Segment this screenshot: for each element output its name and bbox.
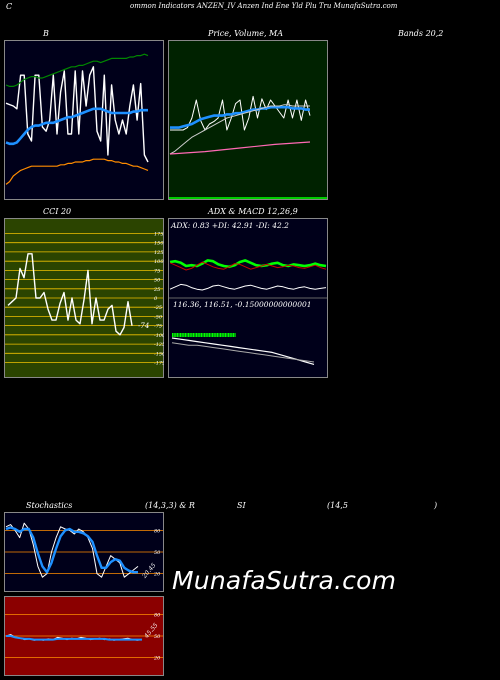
- macd-histogram-bar: [207, 333, 209, 337]
- price-ma-chart: [168, 40, 328, 200]
- macd-histogram-bar: [181, 333, 183, 337]
- macd-histogram-bar: [176, 333, 178, 337]
- macd-histogram-bar: [186, 333, 188, 337]
- rsi-series-1: [6, 635, 142, 641]
- price-ma-series-1: [170, 105, 310, 129]
- adx-readout: ADX: 0.83 +DI: 42.91 -DI: 42.2: [170, 221, 289, 230]
- macd-histogram-bar: [194, 333, 196, 337]
- stochastics-tick-label: 20: [153, 572, 161, 578]
- adx-macd-title: ADX & MACD 12,26,9: [208, 207, 298, 216]
- bollinger-title-right: Bands 20,2: [398, 29, 444, 38]
- macd-histogram-bar: [220, 333, 222, 337]
- macd-histogram-bar: [213, 333, 215, 337]
- watermark: MunafaSutra.com: [172, 566, 397, 595]
- rsi-title-right: ): [434, 501, 438, 510]
- cci-tick-label: 125: [154, 250, 164, 256]
- macd-histogram-bar: [215, 333, 217, 337]
- bollinger-title-left: B: [43, 29, 49, 38]
- macd-histogram-bar: [183, 333, 185, 337]
- macd-histogram-bar: [224, 333, 226, 337]
- cci-series-0: [7, 253, 133, 336]
- rsi-tick-label: 50: [154, 634, 161, 640]
- cci-chart: 175 150 125 100 75 50 25 0 -25 -50 -75 -100 -125 -150…: [4, 218, 164, 378]
- adx-macd-chart: ADX: 0.83 +DI: 42.91 -DI: 42.2 116.36, 1…: [168, 218, 328, 378]
- cci-tick-label: 50: [154, 278, 161, 284]
- macd-histogram-bar: [199, 333, 201, 337]
- cci-title: CCI 20: [43, 207, 72, 216]
- macd-histogram-bar: [202, 333, 204, 337]
- macd-histogram-bar: [212, 333, 214, 337]
- macd-histogram-bar: [216, 333, 218, 337]
- macd-histogram-bar: [229, 333, 231, 337]
- bollinger-series-1: [5, 107, 148, 146]
- cci-tick-label: 25: [153, 287, 160, 293]
- macd-histogram-bar: [191, 333, 193, 337]
- macd-histogram-bar: [173, 333, 175, 337]
- macd-histogram-bar: [221, 333, 223, 337]
- macd-histogram-bar: [223, 333, 225, 337]
- cci-tick-label: 175: [154, 232, 164, 238]
- adx-series-2: [169, 283, 327, 291]
- cci-tick-label: -25: [154, 305, 162, 311]
- bollinger-series-3: [5, 158, 149, 185]
- macd-histogram-bar: [197, 333, 199, 337]
- cci-tick-label: 75: [154, 268, 160, 274]
- macd-histogram-bar: [232, 333, 234, 337]
- macd-histogram-bar: [234, 333, 236, 337]
- header-title: ommon Indicators ANZEN_IV Anzen Ind Ene …: [130, 2, 398, 10]
- macd-histogram-bar: [205, 333, 207, 337]
- cci-tick-label: 150: [154, 241, 164, 247]
- macd-histogram-bar: [189, 333, 191, 337]
- stoch-title-left: Stochastics: [26, 501, 73, 510]
- macd-histogram-bar: [192, 333, 194, 337]
- macd-histogram-bar: [200, 333, 202, 337]
- macd-histogram-bar: [178, 333, 180, 337]
- bollinger-series-2: [5, 53, 149, 88]
- macd-histogram-bar: [226, 333, 228, 337]
- price-ma-series-3: [169, 141, 311, 155]
- macd-histogram-bar: [208, 333, 210, 337]
- rsi-tick-label: 80: [154, 612, 161, 618]
- macd-histogram-bar: [172, 333, 174, 337]
- cci-tick-label: -75: [154, 324, 162, 330]
- cci-last-label: -74: [138, 322, 149, 330]
- macd-histogram-bar: [180, 333, 182, 337]
- macd-histogram-bar: [188, 333, 190, 337]
- macd-readout: 116.36, 116.51, -0.15000000000001: [173, 300, 312, 309]
- cci-tick-label: 100: [154, 259, 164, 265]
- bollinger-series-0: [5, 66, 149, 163]
- macd-histogram-bar: [218, 333, 220, 337]
- stoch-title-mid: (14,3,3) & R: [145, 501, 195, 510]
- rsi-title-mid: (14,5: [327, 501, 348, 510]
- cci-tick-label: -150: [154, 351, 164, 357]
- stochastics-tick-label: 80: [154, 528, 161, 534]
- macd-histogram-bar: [184, 333, 186, 337]
- macd-histogram-bar: [228, 333, 230, 337]
- bollinger-chart: [4, 40, 164, 200]
- cci-tick-label: 0: [154, 296, 158, 302]
- macd-histogram-bar: [196, 333, 198, 337]
- rsi-title-left: SI: [237, 501, 246, 510]
- stochastics-series-1: [5, 526, 138, 574]
- cci-tick-label: -100: [154, 333, 164, 339]
- macd-series-0: [171, 337, 315, 365]
- macd-histogram-bar: [231, 333, 233, 337]
- macd-series-1: [171, 342, 315, 363]
- header-c: C: [6, 2, 13, 11]
- stochastics-tick-label: 50: [154, 550, 161, 556]
- adx-series-1: [169, 261, 327, 271]
- rsi-tick-label: 20: [153, 656, 161, 662]
- price-ma-title: Price, Volume, MA: [208, 29, 284, 38]
- macd-histogram-bar: [210, 333, 212, 337]
- price-ma-series-2: [169, 104, 310, 155]
- cci-tick-label: -50: [154, 314, 163, 320]
- macd-histogram-bar: [175, 333, 177, 337]
- cci-tick-label: -125: [154, 342, 164, 348]
- cci-tick-label: -175: [154, 361, 164, 367]
- macd-histogram-bar: [204, 333, 206, 337]
